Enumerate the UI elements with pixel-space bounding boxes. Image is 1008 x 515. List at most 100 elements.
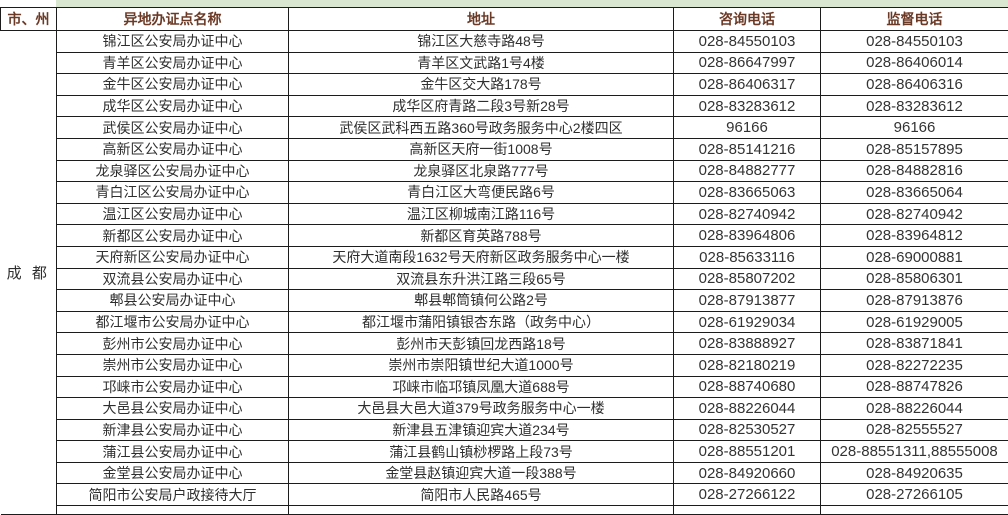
cell-phone: 028-82740942 — [674, 203, 821, 225]
partial-top-row — [0, 0, 1008, 7]
header-address: 地址 — [289, 8, 674, 31]
cell-name: 温江区公安局办证中心 — [57, 203, 289, 225]
cell-phone: 028-27266122 — [674, 484, 821, 506]
cell-supervise-phone: 028-88551311,88555008 — [821, 441, 1008, 463]
cell-address: 邛崃市临邛镇凤凰大道688号 — [289, 376, 674, 398]
cell-supervise-phone: 028-82272235 — [821, 354, 1008, 376]
city-group-cell: 成 都 — [1, 31, 57, 515]
cell-supervise-phone: 028-83964812 — [821, 225, 1008, 247]
cell-empty — [674, 506, 821, 515]
cell-phone: 028-88551201 — [674, 441, 821, 463]
cell-name: 大邑县公安局办证中心 — [57, 398, 289, 420]
cell-phone: 028-83665063 — [674, 182, 821, 204]
cell-supervise-phone: 96166 — [821, 117, 1008, 139]
cell-phone: 028-86406317 — [674, 74, 821, 96]
cell-name: 金牛区公安局办证中心 — [57, 74, 289, 96]
cell-name: 郫县公安局办证中心 — [57, 290, 289, 312]
cell-empty — [57, 506, 289, 515]
header-consult-phone: 咨询电话 — [674, 8, 821, 31]
cell-name: 金堂县公安局办证中心 — [57, 462, 289, 484]
cell-empty — [289, 506, 674, 515]
cell-supervise-phone: 028-83283612 — [821, 95, 1008, 117]
cell-name: 武侯区公安局办证中心 — [57, 117, 289, 139]
cell-address: 金牛区交大路178号 — [289, 74, 674, 96]
cell-supervise-phone: 028-82555527 — [821, 419, 1008, 441]
cell-supervise-phone: 028-84920635 — [821, 462, 1008, 484]
cell-supervise-phone: 028-86406316 — [821, 74, 1008, 96]
cell-address: 崇州市崇阳镇世纪大道1000号 — [289, 354, 674, 376]
cell-name: 青羊区公安局办证中心 — [57, 52, 289, 74]
cell-name: 天府新区公安局办证中心 — [57, 246, 289, 268]
cell-address: 天府大道南段1632号天府新区政务服务中心一楼 — [289, 246, 674, 268]
partial-top-row-green-fill — [56, 0, 1008, 7]
cell-phone: 028-84882777 — [674, 160, 821, 182]
cell-address: 成华区府青路二段3号新28号 — [289, 95, 674, 117]
cell-phone: 028-82180219 — [674, 354, 821, 376]
cell-name: 邛崃市公安局办证中心 — [57, 376, 289, 398]
cell-phone: 028-83964806 — [674, 225, 821, 247]
cell-phone: 028-84550103 — [674, 31, 821, 53]
cell-supervise-phone: 028-69000881 — [821, 246, 1008, 268]
cell-phone: 028-82530527 — [674, 419, 821, 441]
cell-address: 武侯区武科西五路360号政务服务中心2楼四区 — [289, 117, 674, 139]
cell-supervise-phone: 028-84882816 — [821, 160, 1008, 182]
table-header: 市、州 异地办证点名称 地址 咨询电话 监督电话 — [1, 8, 1008, 31]
cell-phone: 028-87913877 — [674, 290, 821, 312]
cell-address: 都江堰市蒲阳镇银杏东路（政务中心） — [289, 311, 674, 333]
table-row-partial — [1, 506, 1008, 515]
cell-supervise-phone: 028-61929005 — [821, 311, 1008, 333]
cell-name: 都江堰市公安局办证中心 — [57, 311, 289, 333]
cell-address: 双流县东升洪江路三段65号 — [289, 268, 674, 290]
cell-name: 青白江区公安局办证中心 — [57, 182, 289, 204]
cell-phone: 028-85141216 — [674, 138, 821, 160]
cell-phone: 028-83888927 — [674, 333, 821, 355]
cell-address: 温江区柳城南江路116号 — [289, 203, 674, 225]
cell-supervise-phone: 028-85806301 — [821, 268, 1008, 290]
cell-supervise-phone: 028-83665064 — [821, 182, 1008, 204]
cell-address: 青白江区大弯便民路6号 — [289, 182, 674, 204]
partial-top-row-left-blank — [0, 0, 56, 7]
cell-phone: 028-86647997 — [674, 52, 821, 74]
cell-name: 高新区公安局办证中心 — [57, 138, 289, 160]
header-center-name: 异地办证点名称 — [57, 8, 289, 31]
cell-name: 锦江区公安局办证中心 — [57, 31, 289, 53]
cell-address: 金堂县赵镇迎宾大道一段388号 — [289, 462, 674, 484]
table-row: 都江堰市公安局办证中心都江堰市蒲阳镇银杏东路（政务中心）028-61929034… — [1, 311, 1008, 333]
cell-address: 简阳市人民路465号 — [289, 484, 674, 506]
cell-address: 郫县郫筒镇何公路2号 — [289, 290, 674, 312]
cell-name: 崇州市公安局办证中心 — [57, 354, 289, 376]
cell-supervise-phone: 028-88747826 — [821, 376, 1008, 398]
cell-supervise-phone: 028-86406014 — [821, 52, 1008, 74]
cell-supervise-phone: 028-82740942 — [821, 203, 1008, 225]
cell-address: 彭州市天彭镇回龙西路18号 — [289, 333, 674, 355]
cell-phone: 028-85633116 — [674, 246, 821, 268]
cell-name: 彭州市公安局办证中心 — [57, 333, 289, 355]
cell-supervise-phone: 028-87913876 — [821, 290, 1008, 312]
cell-address: 蒲江县鹤山镇桫椤路上段73号 — [289, 441, 674, 463]
cell-address: 青羊区文武路1号4楼 — [289, 52, 674, 74]
cell-address: 高新区天府一街1008号 — [289, 138, 674, 160]
cell-name: 新都区公安局办证中心 — [57, 225, 289, 247]
cell-phone: 028-88226044 — [674, 398, 821, 420]
certificate-centers-table: 市、州 异地办证点名称 地址 咨询电话 监督电话 成 都锦江区公安局办证中心锦江… — [0, 7, 1008, 515]
cell-address: 新津县五津镇迎宾大道234号 — [289, 419, 674, 441]
